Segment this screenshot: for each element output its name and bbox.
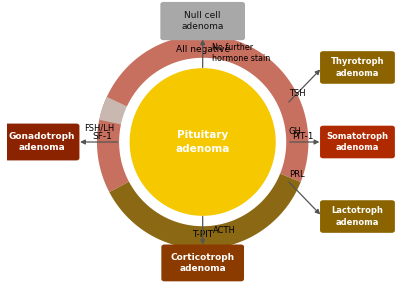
FancyBboxPatch shape <box>160 2 245 40</box>
FancyBboxPatch shape <box>4 124 80 160</box>
Polygon shape <box>130 69 275 215</box>
Text: T-PIT: T-PIT <box>192 230 213 239</box>
Text: Lactotroph
adenoma: Lactotroph adenoma <box>332 206 384 227</box>
Polygon shape <box>120 59 286 225</box>
Text: Gonadotroph
adenoma: Gonadotroph adenoma <box>9 132 75 152</box>
Text: No further
hormone stain: No further hormone stain <box>212 43 271 63</box>
FancyBboxPatch shape <box>161 245 244 281</box>
Polygon shape <box>97 35 308 192</box>
Text: Corticotroph
adenoma: Corticotroph adenoma <box>171 253 235 273</box>
Polygon shape <box>99 97 128 125</box>
Polygon shape <box>109 173 301 249</box>
Text: Pituitary
adenoma: Pituitary adenoma <box>176 130 230 154</box>
FancyBboxPatch shape <box>320 200 395 233</box>
FancyBboxPatch shape <box>320 126 395 158</box>
Text: GH: GH <box>289 128 302 136</box>
Text: FSH/LH: FSH/LH <box>84 123 114 132</box>
Text: All negative: All negative <box>176 45 230 54</box>
Text: Somatotroph
adenoma: Somatotroph adenoma <box>326 132 388 152</box>
Text: TSH: TSH <box>289 89 306 99</box>
Text: PIT-1: PIT-1 <box>292 132 314 141</box>
Text: ACTH: ACTH <box>212 226 235 235</box>
FancyBboxPatch shape <box>320 51 395 84</box>
Text: PRL: PRL <box>289 170 304 179</box>
Text: Thyrotroph
adenoma: Thyrotroph adenoma <box>331 57 384 78</box>
Text: SF-1: SF-1 <box>92 132 112 141</box>
Text: Null cell
adenoma: Null cell adenoma <box>182 11 224 31</box>
